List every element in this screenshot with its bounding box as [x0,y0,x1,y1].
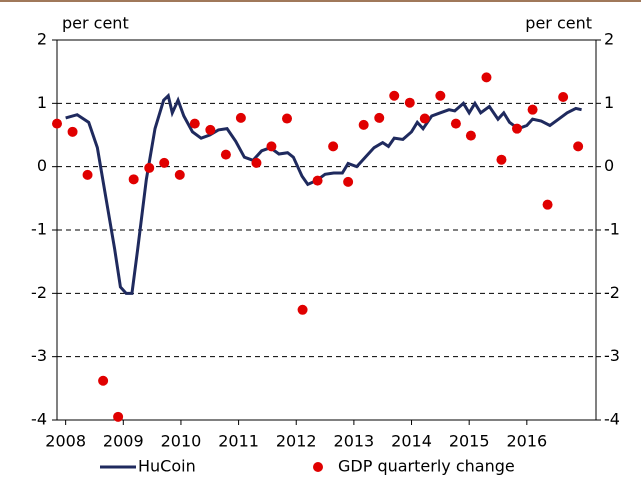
y-tick-label: -1 [31,220,47,239]
y-axis-label-right: per cent [525,14,592,33]
scatter-point [374,112,385,123]
x-tick-label: 2014 [391,432,432,451]
x-tick-label: 2009 [103,432,144,451]
x-tick-label: 2013 [334,432,375,451]
scatter-point [128,174,139,185]
x-tick-label: 2011 [218,432,259,451]
x-tick-label: 2016 [506,432,547,451]
plot-frame [56,39,597,421]
scatter-point [205,124,216,135]
scatter-point [297,304,308,315]
scatter-point [235,112,246,123]
scatter-point [282,113,293,124]
y2-tick-label: -3 [604,346,620,365]
y2-tick-label: -4 [604,410,620,429]
y2-tick-label: -2 [604,283,620,302]
scatter-point [312,175,323,186]
y-tick-label: -4 [31,410,47,429]
legend-swatch [313,462,323,472]
scatter-point [450,118,461,129]
scatter-point [512,123,523,134]
scatter-point [358,119,369,130]
scatter-point [343,176,354,187]
x-tick-label: 2012 [276,432,317,451]
scatter-point [573,141,584,152]
line-series [65,92,582,295]
y-tick-label: 2 [37,30,47,49]
scatter-point [496,154,507,165]
x-tick-label: 2010 [161,432,202,451]
scatter-point [419,113,430,124]
scatter-point [558,92,569,102]
scatter-point [266,141,277,152]
y-axis-label-left: per cent [62,14,129,33]
scatter-point [220,149,231,160]
y-tick-label: 0 [37,156,47,175]
y-tick-label: 1 [37,93,47,112]
scatter-point [98,375,109,386]
y2-tick-label: 0 [604,156,614,175]
scatter-point [542,199,553,210]
y-tick-label: -2 [31,283,47,302]
scatter-point [52,118,62,129]
y-tick-label: -3 [31,346,47,365]
x-tick-label: 2008 [45,432,86,451]
scatter-point [159,157,170,168]
scatter-point [389,90,400,101]
x-tick-label: 2015 [449,432,490,451]
scatter-point [144,162,155,173]
scatter-point [481,72,492,83]
legend-label: HuCoin [138,457,196,476]
scatter-point [251,157,262,168]
y2-tick-label: -1 [604,220,620,239]
scatter-point [404,97,415,108]
scatter-point [82,169,93,180]
scatter-point [328,141,339,152]
scatter-point [67,126,78,137]
scatter-point [113,411,124,422]
legend-label: GDP quarterly change [338,457,515,476]
y2-tick-label: 2 [604,30,614,49]
scatter-point [189,118,200,129]
scatter-point [465,130,476,141]
scatter-point [174,169,185,180]
scatter-point [435,90,446,101]
y2-tick-label: 1 [604,93,614,112]
scatter-point [527,104,538,115]
